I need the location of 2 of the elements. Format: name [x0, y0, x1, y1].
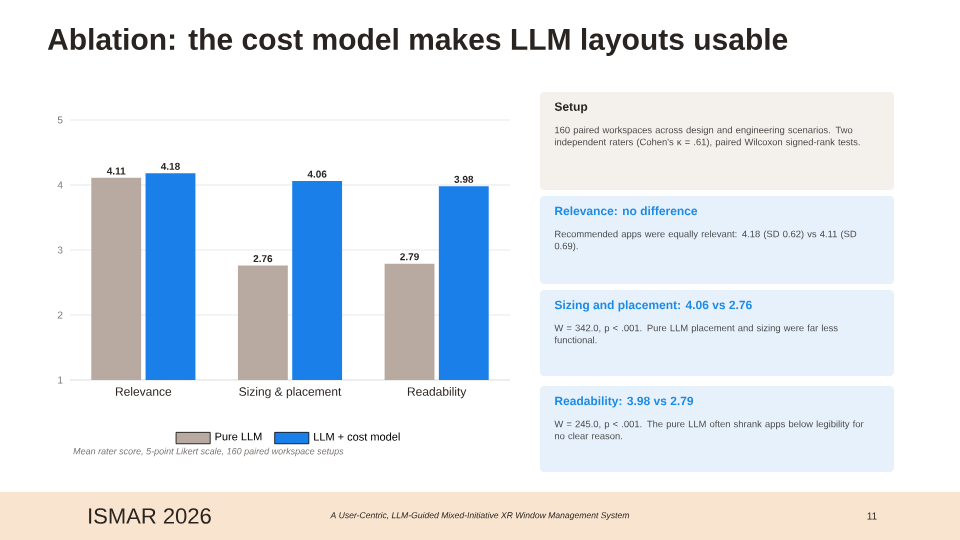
- chart-title: Ablation: the cost model makes LLM layouts usable: [47, 28, 788, 56]
- text: ISMAR 2026: [89, 508, 211, 524]
